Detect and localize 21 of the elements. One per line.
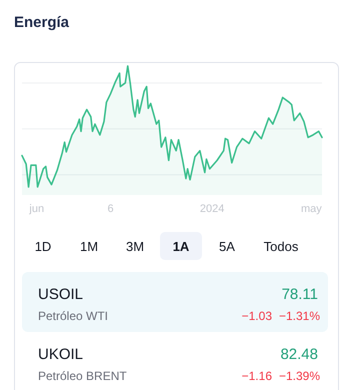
text: −1.16 [242, 369, 272, 383]
text: 5A [219, 239, 236, 254]
text: Todos [264, 239, 299, 254]
text: −1.31% [278, 309, 320, 323]
text: 1D [34, 239, 52, 254]
text: 3M [126, 239, 144, 254]
text: UKOIL [38, 346, 84, 363]
text: 82.48 [280, 346, 318, 363]
chart-title: Energía [14, 14, 70, 31]
text: −1.03 [242, 309, 272, 323]
x-tick-label: 6 [107, 203, 114, 215]
text: 78.11 [282, 286, 318, 303]
x-tick-label: 2024 [200, 203, 224, 215]
x-tick-label: may [300, 203, 322, 215]
text: 1A [172, 239, 190, 254]
text: USOIL [38, 286, 84, 303]
text: 1M [80, 239, 98, 254]
text: −1.39% [278, 369, 320, 383]
text: Petróleo WTI [38, 309, 108, 323]
text: Petróleo BRENT [38, 369, 128, 383]
x-tick-label: jun [28, 203, 44, 215]
